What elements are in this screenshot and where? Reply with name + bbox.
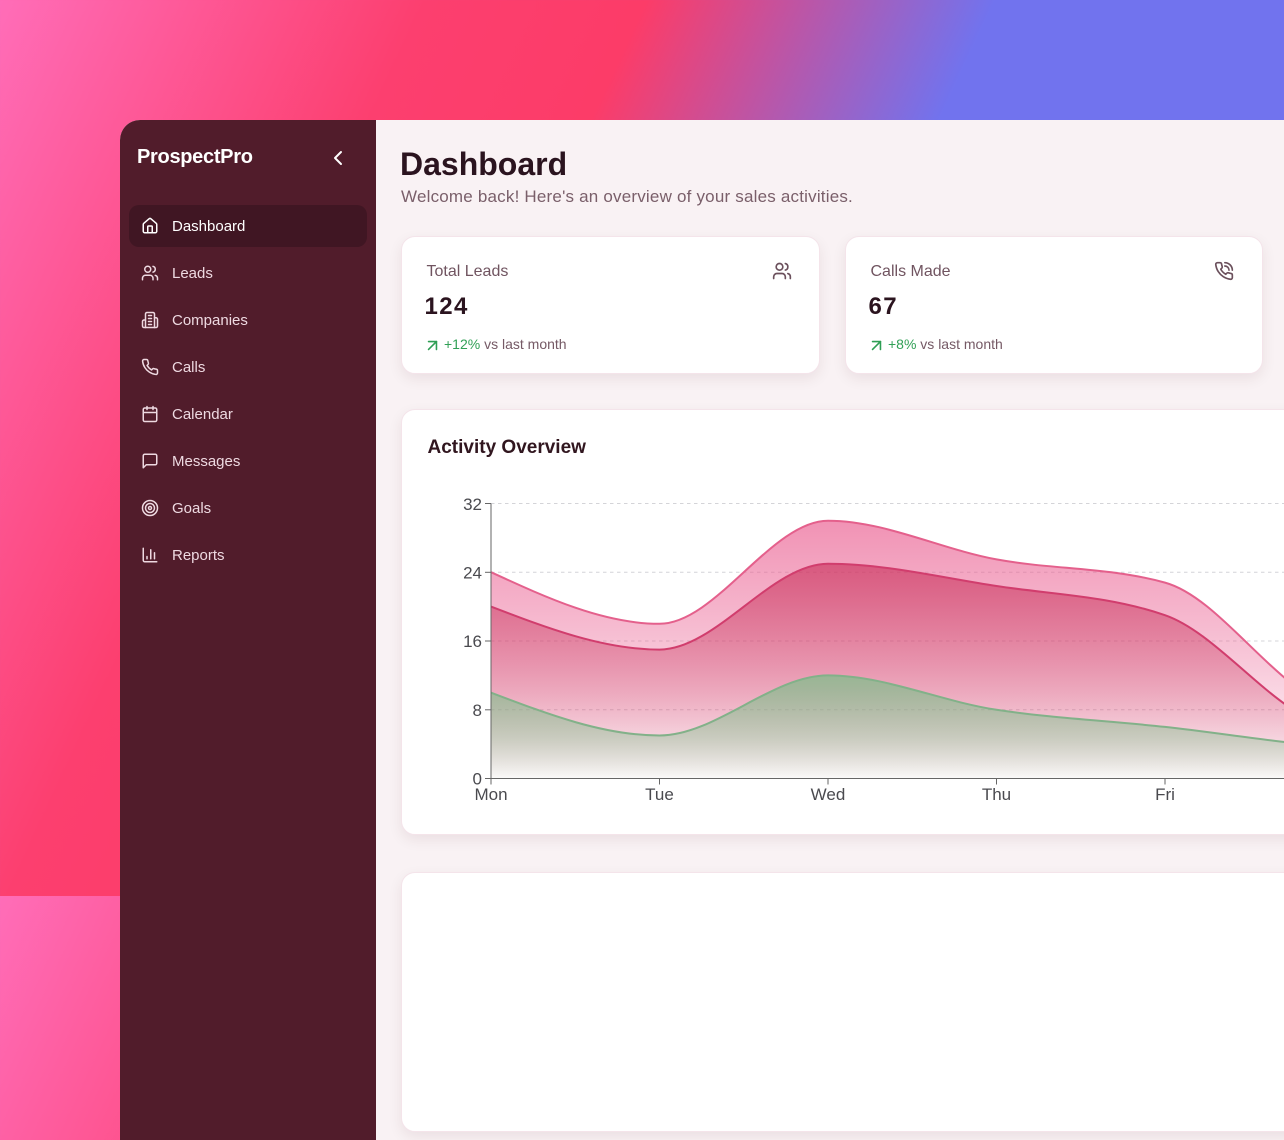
svg-text:Fri: Fri <box>1155 785 1175 804</box>
svg-text:16: 16 <box>463 632 482 651</box>
svg-text:Wed: Wed <box>811 785 846 804</box>
svg-text:Thu: Thu <box>982 785 1011 804</box>
svg-text:0: 0 <box>473 770 482 789</box>
svg-text:Mon: Mon <box>474 785 507 804</box>
svg-text:24: 24 <box>463 563 482 582</box>
svg-text:Tue: Tue <box>645 785 674 804</box>
svg-text:8: 8 <box>473 701 482 720</box>
svg-text:32: 32 <box>463 495 482 514</box>
